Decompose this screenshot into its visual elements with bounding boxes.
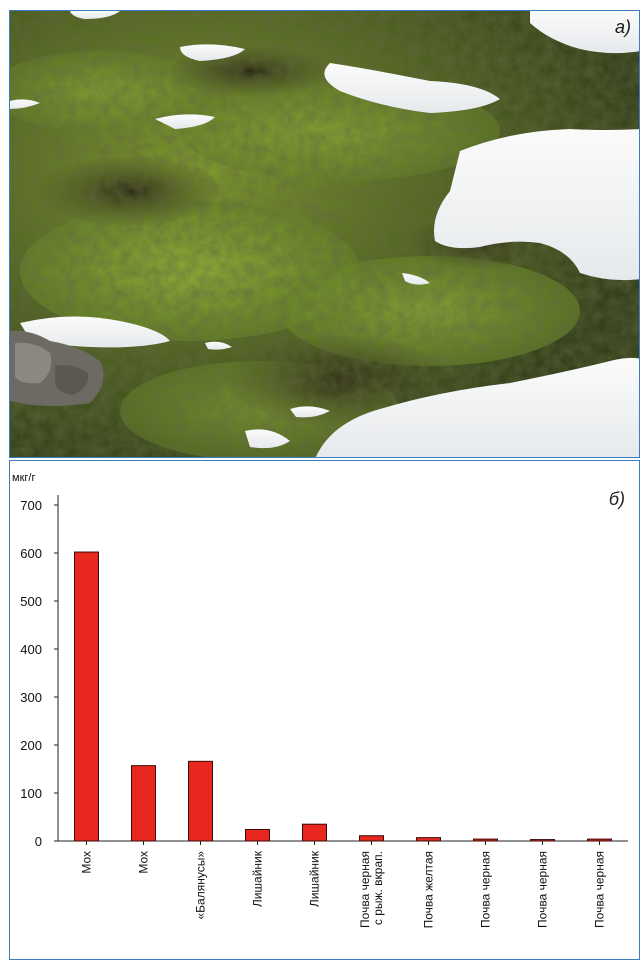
bar [245, 828, 270, 842]
bar [302, 823, 327, 842]
x-category-label: Лишайник [308, 850, 322, 907]
bar [416, 837, 441, 842]
bar-chart: мкг/г 0 100 200 300 400 500 600 700 Мох Мох «Балян… [12, 472, 628, 928]
chart-axes: мкг/г 0 100 200 300 400 500 600 700 [12, 472, 628, 849]
x-category-label: Почва желтая [422, 851, 436, 928]
bar [587, 838, 612, 842]
y-tick-label: 300 [20, 690, 42, 705]
bar [131, 765, 156, 842]
panel-b-label: б) [608, 489, 625, 509]
bar [74, 551, 99, 842]
bar [359, 835, 384, 842]
x-category-label: Мох [137, 851, 151, 874]
bar [188, 760, 213, 842]
y-tick-label: 600 [20, 546, 42, 561]
y-tick-label: 500 [20, 594, 42, 609]
y-tick-label: 200 [20, 738, 42, 753]
y-tick-label: 700 [20, 498, 42, 513]
bar [473, 838, 498, 842]
y-tick-label: 100 [20, 786, 42, 801]
chart-category-labels: Мох Мох «Балянусы» Лишайник Лишайник Почва че… [80, 850, 607, 928]
moss-landscape-photo [10, 11, 639, 457]
y-tick-label: 0 [35, 834, 42, 849]
panel-a-label: а) [614, 17, 631, 37]
x-category-label: Почва черная [536, 851, 550, 928]
x-category-label: Мох [80, 851, 94, 874]
x-category-label: Почва черная [479, 851, 493, 928]
x-category-label: Лишайник [251, 850, 265, 907]
y-axis-unit-label: мкг/г [12, 472, 35, 484]
x-category-label: Почва черная [358, 851, 372, 928]
chart-panel: б) мкг/г 0 100 200 300 400 500 600 700 Мох Мох «Ба… [9, 460, 640, 960]
x-category-label: «Балянусы» [194, 851, 208, 920]
x-category-label: Почва черная [593, 851, 607, 928]
x-category-label: с рыж. вкрап. [371, 851, 385, 925]
bar [530, 839, 555, 842]
chart-bars [74, 551, 612, 842]
moss-snow-photo-panel: а) [9, 10, 640, 458]
y-tick-label: 400 [20, 642, 42, 657]
